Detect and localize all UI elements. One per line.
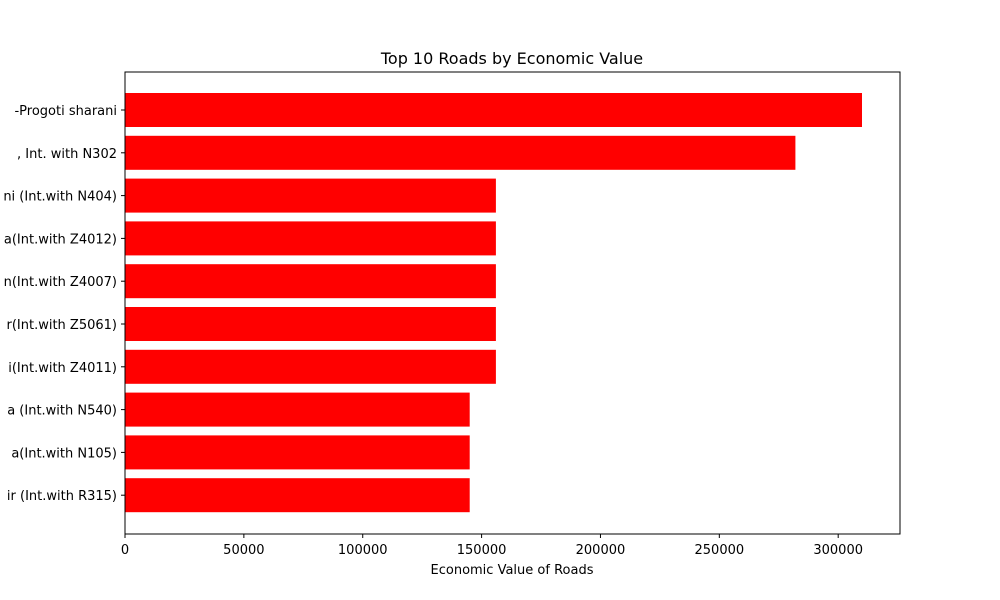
y-tick-label: i(Int.with Z4011) xyxy=(8,361,117,376)
bar-4 xyxy=(125,221,496,256)
x-axis-ticks: 0 50000 100000 150000 200000 250000 300000 xyxy=(121,534,863,558)
x-tick-label: 0 xyxy=(121,543,129,558)
y-tick-label: n(Int.with Z4007) xyxy=(4,275,117,290)
x-tick-label: 50000 xyxy=(223,543,264,558)
x-tick-label: 100000 xyxy=(338,543,388,558)
x-tick-label: 150000 xyxy=(457,543,507,558)
y-tick-label: ir (Int.with R315) xyxy=(7,489,117,504)
bar-1 xyxy=(125,93,862,127)
bar-10 xyxy=(125,478,470,513)
y-tick-label: ni (Int.with N404) xyxy=(3,190,117,205)
y-tick-label: , Int. with N302 xyxy=(17,147,117,162)
bar-7 xyxy=(125,349,496,384)
y-tick-label: a (Int.with N540) xyxy=(7,404,117,419)
x-tick-label: 250000 xyxy=(695,543,745,558)
y-tick-label: -Progoti sharani xyxy=(14,104,117,119)
y-tick-label: a(Int.with N105) xyxy=(11,446,117,461)
bar-3 xyxy=(125,178,496,213)
x-tick-label: 200000 xyxy=(576,543,626,558)
bar-6 xyxy=(125,307,496,341)
bar-9 xyxy=(125,435,470,470)
bar-5 xyxy=(125,264,496,299)
chart-title: Top 10 Roads by Economic Value xyxy=(380,49,643,68)
plot-frame xyxy=(124,71,901,535)
bar-8 xyxy=(125,392,470,427)
bars-group xyxy=(125,93,862,513)
y-tick-labels: -Progoti sharani , Int. with N302 ni (In… xyxy=(3,104,125,504)
bar-2 xyxy=(125,135,796,170)
y-tick-label: r(Int.with Z5061) xyxy=(7,318,118,333)
x-tick-label: 300000 xyxy=(813,543,863,558)
y-tick-label: a(Int.with Z4012) xyxy=(4,232,117,247)
x-axis-label: Economic Value of Roads xyxy=(431,563,594,578)
